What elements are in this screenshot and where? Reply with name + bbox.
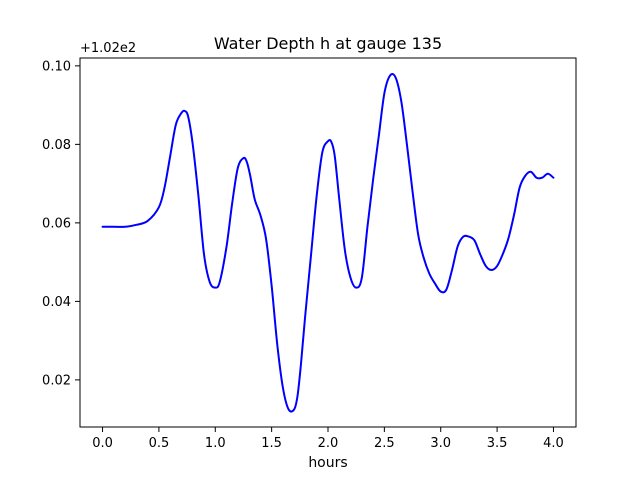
y-tick-label: 0.06 <box>42 216 71 231</box>
series-line <box>101 73 555 413</box>
x-tick-label: 4.0 <box>543 436 564 451</box>
plot-background <box>80 58 576 427</box>
y-axis: 0.02 0.04 0.06 0.08 0.10 <box>42 59 80 388</box>
x-tick-label: 2.5 <box>374 436 395 451</box>
y-tick-label: 0.08 <box>42 138 71 153</box>
plot-area <box>79 57 577 428</box>
x-tick-label: 1.5 <box>261 436 282 451</box>
y-tick-label: 0.04 <box>42 295 71 310</box>
series-layer <box>101 73 555 413</box>
x-axis: 0.0 0.5 1.0 1.5 2.0 2.5 3.0 3.5 4.0 <box>92 427 564 451</box>
x-tick-label: 1.0 <box>205 436 226 451</box>
x-tick-label: 2.0 <box>318 436 339 451</box>
chart-title: Water Depth h at gauge 135 <box>214 34 442 53</box>
x-axis-label: hours <box>308 455 347 471</box>
x-tick-label: 3.5 <box>487 436 508 451</box>
x-tick-label: 0.5 <box>149 436 170 451</box>
y-axis-offset-label: +1.02e2 <box>80 41 136 56</box>
y-tick-label: 0.10 <box>42 59 71 74</box>
x-tick-label: 0.0 <box>92 436 113 451</box>
y-tick-label: 0.02 <box>42 373 71 388</box>
x-tick-label: 3.0 <box>430 436 451 451</box>
